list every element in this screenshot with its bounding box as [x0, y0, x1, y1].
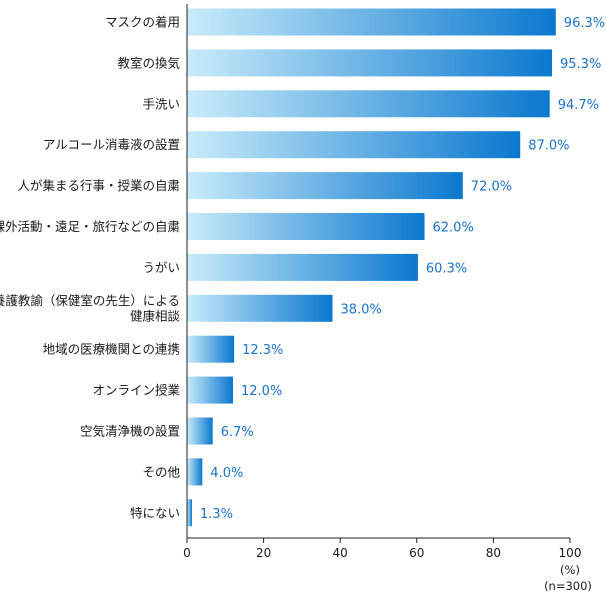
- category-label: 健康相談: [130, 309, 181, 324]
- bar-10: [187, 376, 233, 404]
- bar-11: [187, 417, 213, 445]
- value-label: 12.3%: [242, 343, 283, 358]
- value-label: 4.0%: [210, 466, 243, 481]
- category-label: 養護教諭（保健室の先生）による: [0, 293, 180, 308]
- value-label: 6.7%: [221, 425, 254, 440]
- value-label: 87.0%: [528, 139, 569, 154]
- x-tick-label: 0: [183, 546, 191, 560]
- category-label: うがい: [142, 260, 180, 275]
- category-label: 地域の医療機関との連携: [43, 342, 180, 357]
- x-tick-label: 40: [333, 546, 348, 560]
- value-labels: 96.3% 95.3% 94.7% 87.0% 72.0% 62.0% 60.3% 38.0%…: [200, 16, 605, 522]
- bar-6: [187, 213, 425, 240]
- category-label: 教室の換気: [117, 55, 180, 70]
- x-tick-label: 20: [256, 546, 271, 560]
- bar-5: [187, 172, 463, 200]
- bars-group: [187, 8, 556, 527]
- sample-size-label: (n=300): [544, 579, 592, 593]
- category-label: 特にない: [130, 505, 180, 520]
- bar-1: [187, 8, 556, 36]
- value-label: 96.3%: [564, 16, 605, 31]
- value-label: 12.0%: [241, 384, 282, 399]
- value-label: 62.0%: [433, 221, 474, 236]
- category-label: オンライン授業: [92, 383, 180, 398]
- bar-7: [187, 253, 418, 281]
- x-tick-label: 100: [559, 546, 582, 560]
- x-axis: 0 20 40 60 80 100 (%) (n=300): [183, 4, 592, 593]
- bar-3: [187, 90, 550, 118]
- value-label: 72.0%: [471, 180, 512, 195]
- bar-9: [187, 335, 235, 363]
- category-label: マスクの着用: [105, 15, 180, 30]
- unit-label: (%): [560, 563, 580, 577]
- bar-12: [187, 458, 203, 486]
- bar-13: [187, 499, 192, 527]
- value-label: 38.0%: [341, 302, 382, 317]
- x-tick-label: 60: [409, 546, 424, 560]
- category-label: 人が集まる行事・授業の自粛: [17, 178, 180, 193]
- value-label: 94.7%: [558, 98, 599, 113]
- bar-8: [187, 294, 333, 322]
- category-label: 手洗い: [142, 96, 180, 111]
- category-label: 課外活動・遠足・旅行などの自粛: [0, 219, 180, 234]
- value-label: 95.3%: [560, 57, 601, 72]
- x-tick-label: 80: [486, 546, 501, 560]
- value-label: 1.3%: [200, 507, 233, 522]
- category-label: アルコール消毒液の設置: [43, 137, 180, 152]
- category-labels: マスクの着用教室の換気手洗いアルコール消毒液の設置人が集まる行事・授業の自粛課外…: [0, 15, 180, 521]
- value-label: 60.3%: [426, 261, 467, 276]
- bar-4: [187, 131, 521, 159]
- bar-2: [187, 49, 552, 77]
- category-label: 空気清浄機の設置: [80, 424, 180, 439]
- category-label: その他: [142, 464, 180, 479]
